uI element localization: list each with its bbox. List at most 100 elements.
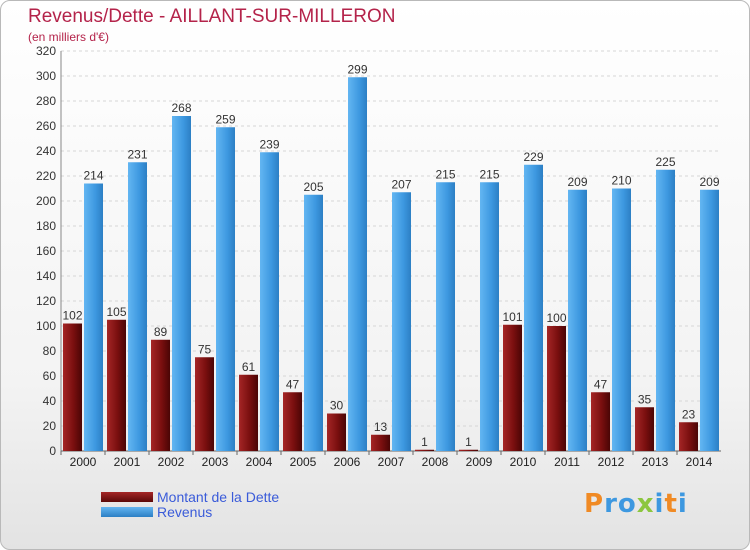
bar-dette xyxy=(635,407,654,451)
data-label-revenus: 239 xyxy=(259,137,279,151)
data-label-revenus: 214 xyxy=(83,169,103,183)
legend-label-revenus: Revenus xyxy=(157,504,213,520)
y-tick-label: 20 xyxy=(43,419,57,433)
bar-dette xyxy=(283,392,302,451)
logo-letter: t xyxy=(664,489,678,519)
logo-letter: o xyxy=(617,489,637,519)
legend-item-revenus: Revenus xyxy=(101,504,212,520)
data-label-dette: 89 xyxy=(154,325,168,339)
y-tick-label: 80 xyxy=(43,344,57,358)
logo-letter: i xyxy=(654,489,665,519)
data-label-revenus: 205 xyxy=(303,180,323,194)
bar-dette xyxy=(151,339,170,451)
data-label-revenus: 259 xyxy=(215,112,235,126)
x-tick-label: 2012 xyxy=(598,455,625,469)
bar-dette xyxy=(371,434,390,451)
bar-revenus xyxy=(436,182,455,451)
y-tick-label: 60 xyxy=(43,369,57,383)
x-tick-label: 2014 xyxy=(686,455,713,469)
bar-revenus xyxy=(128,162,147,451)
data-label-dette: 1 xyxy=(421,435,428,449)
y-tick-label: 140 xyxy=(36,269,56,283)
data-label-dette: 100 xyxy=(546,311,566,325)
data-label-revenus: 215 xyxy=(435,167,455,181)
x-tick-label: 2004 xyxy=(246,455,273,469)
data-label-revenus: 209 xyxy=(699,175,719,189)
bar-revenus xyxy=(524,164,543,451)
data-label-dette: 75 xyxy=(198,342,212,356)
y-tick-label: 280 xyxy=(36,94,56,108)
data-label-dette: 1 xyxy=(465,435,472,449)
y-tick-label: 100 xyxy=(36,319,56,333)
bar-revenus xyxy=(656,169,675,451)
logo-letter: i xyxy=(677,489,688,519)
y-tick-label: 180 xyxy=(36,219,56,233)
bar-dette xyxy=(327,413,346,451)
bar-dette xyxy=(107,319,126,451)
y-tick-label: 220 xyxy=(36,169,56,183)
y-tick-label: 0 xyxy=(49,444,56,458)
legend-swatch-dette xyxy=(101,492,153,502)
x-tick-label: 2003 xyxy=(202,455,229,469)
data-label-dette: 13 xyxy=(374,420,388,434)
y-tick-label: 300 xyxy=(36,69,56,83)
y-tick-label: 120 xyxy=(36,294,56,308)
y-tick-label: 40 xyxy=(43,394,57,408)
data-label-dette: 105 xyxy=(106,305,126,319)
data-label-revenus: 225 xyxy=(655,155,675,169)
bar-revenus xyxy=(216,127,235,451)
bar-revenus xyxy=(260,152,279,451)
data-label-dette: 23 xyxy=(682,407,696,421)
bar-dette xyxy=(547,326,566,451)
bar-revenus xyxy=(700,189,719,451)
x-tick-label: 2001 xyxy=(114,455,141,469)
logo-letter: r xyxy=(604,489,618,519)
data-label-dette: 35 xyxy=(638,392,652,406)
bar-revenus xyxy=(172,116,191,451)
x-tick-label: 2011 xyxy=(554,455,580,469)
x-tick-label: 2008 xyxy=(422,455,449,469)
x-tick-label: 2005 xyxy=(290,455,317,469)
x-tick-label: 2009 xyxy=(466,455,493,469)
x-tick-label: 2006 xyxy=(334,455,361,469)
data-label-revenus: 229 xyxy=(523,150,543,164)
legend-swatch-revenus xyxy=(101,507,153,517)
data-label-revenus: 210 xyxy=(611,174,631,188)
y-tick-label: 160 xyxy=(36,244,56,258)
data-label-revenus: 215 xyxy=(479,167,499,181)
bar-dette xyxy=(63,323,82,451)
data-label-revenus: 231 xyxy=(127,147,147,161)
data-label-revenus: 299 xyxy=(347,62,367,76)
data-label-dette: 101 xyxy=(502,310,522,324)
bar-revenus xyxy=(84,183,103,451)
legend-item-dette: Montant de la Dette xyxy=(101,489,279,505)
data-label-dette: 61 xyxy=(242,360,256,374)
bar-revenus xyxy=(480,182,499,451)
bar-revenus xyxy=(348,77,367,451)
x-tick-label: 2000 xyxy=(70,455,97,469)
bar-dette xyxy=(503,324,522,451)
legend-label-dette: Montant de la Dette xyxy=(157,489,280,505)
logo-letter: P xyxy=(584,489,605,519)
data-label-revenus: 209 xyxy=(567,175,587,189)
bar-dette xyxy=(591,392,610,451)
data-label-revenus: 268 xyxy=(171,101,191,115)
data-label-dette: 47 xyxy=(286,377,300,391)
y-tick-label: 260 xyxy=(36,119,56,133)
x-tick-label: 2013 xyxy=(642,455,669,469)
bar-revenus xyxy=(612,188,631,451)
bar-dette xyxy=(679,422,698,451)
bar-dette xyxy=(415,449,434,451)
y-tick-label: 200 xyxy=(36,194,56,208)
proxiti-logo: Proxiti xyxy=(584,489,688,519)
bar-revenus xyxy=(568,189,587,451)
data-label-dette: 30 xyxy=(330,399,344,413)
chart-subtitle: (en milliers d'€) xyxy=(28,30,109,44)
bar-revenus xyxy=(304,194,323,451)
y-tick-label: 320 xyxy=(36,44,56,58)
x-tick-label: 2010 xyxy=(510,455,537,469)
x-tick-label: 2002 xyxy=(158,455,185,469)
bar-dette xyxy=(239,374,258,451)
